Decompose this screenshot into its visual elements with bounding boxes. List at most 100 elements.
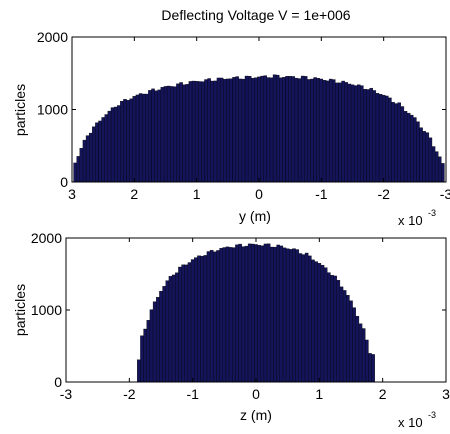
chart-bottom-bar — [225, 246, 230, 383]
chart-top-bar — [275, 74, 280, 183]
chart-top-bar — [300, 75, 305, 183]
chart-bottom-bar — [260, 245, 265, 383]
chart-top-bar — [101, 117, 105, 183]
chart-bottom-bar — [206, 251, 211, 383]
chart-bottom-bar — [352, 307, 356, 383]
chart-top-bar — [117, 105, 121, 183]
chart-top-xtick-label: 0 — [255, 186, 263, 202]
chart-bottom-bar — [238, 243, 242, 383]
chart-top-ytick-label: 0 — [60, 174, 68, 190]
chart-top-bar — [76, 156, 80, 183]
chart-bottom-bar — [333, 275, 337, 383]
chart-top-bar — [344, 82, 349, 183]
chart-top-bar — [222, 78, 227, 183]
chart-top-bar — [406, 112, 411, 183]
chart-top-bar — [322, 80, 327, 183]
chart-bottom-xtick-label: -2 — [123, 386, 136, 402]
chart-top-bar — [244, 75, 249, 183]
chart-top-bar — [307, 79, 311, 183]
chart-top-bar — [182, 84, 186, 183]
chart-bottom-bar — [282, 247, 287, 383]
chart-top-bar — [338, 82, 342, 183]
chart-bottom-bar — [216, 250, 220, 383]
chart-bottom-bar — [349, 300, 353, 383]
chart-bottom-bar — [140, 335, 144, 383]
chart-top-bar — [157, 89, 162, 183]
chart-top-bar — [229, 78, 233, 183]
chart-bottom-bar — [146, 320, 151, 383]
chart-top-ytick-label: 2000 — [37, 29, 68, 45]
chart-bottom-bar — [159, 291, 163, 383]
chart-top-bar — [400, 106, 405, 183]
chart-top-exponent-base: x 10 — [398, 213, 423, 228]
chart-top-bar — [282, 77, 286, 183]
chart-top-bar — [129, 98, 133, 183]
chart-bottom-bar — [235, 244, 239, 383]
chart-top-bar — [310, 78, 314, 183]
chart-bottom-ytick-label: 1000 — [31, 302, 62, 318]
chart-bottom-bar — [187, 262, 192, 383]
chart-bottom-bar — [244, 245, 249, 383]
chart-top-bar — [266, 77, 271, 183]
chart-top-bar — [285, 76, 289, 183]
chart-top-exponent-power: -3 — [428, 208, 436, 218]
chart-top-bar — [409, 114, 414, 183]
chart-top-xtick-label: -3 — [440, 186, 450, 202]
chart-bottom-bar — [311, 259, 315, 383]
chart-bottom-bar — [279, 245, 284, 383]
chart-bottom-bar — [361, 328, 366, 383]
chart-top-bar — [104, 114, 109, 183]
chart-top-bar — [260, 75, 264, 183]
chart-top-bar — [254, 77, 258, 183]
chart-bottom-bar — [358, 323, 363, 383]
chart-top-bar — [397, 102, 401, 183]
chart-top-ytick-label: 1000 — [37, 102, 68, 118]
chart-top-bar — [357, 84, 361, 183]
chart-top-bar — [188, 81, 193, 183]
chart-bottom-bar — [314, 261, 318, 383]
chart-top-bar — [438, 156, 442, 183]
chart-top-bar — [235, 76, 239, 183]
chart-top-bar — [428, 137, 433, 183]
chart-top-bar — [82, 139, 87, 183]
chart-top-xtick-label: -1 — [315, 186, 328, 202]
chart-top-bar — [138, 93, 143, 183]
chart-top-xtick-label: -2 — [377, 186, 390, 202]
chart-top-bar — [366, 89, 370, 183]
chart-bottom-bar — [346, 294, 350, 383]
chart-top-bar — [132, 96, 137, 183]
chart-bottom-bar — [219, 248, 223, 383]
chart-top-bar — [247, 76, 252, 183]
chart-top-bar — [419, 127, 423, 183]
chart-top-bar — [363, 89, 367, 183]
chart-top-bar — [347, 83, 352, 183]
chart-bottom-bar — [327, 272, 331, 383]
chart-bottom-bar — [365, 339, 369, 383]
chart-top-bar — [353, 85, 358, 183]
chart-top-bar — [425, 132, 430, 183]
chart-top-bar — [92, 126, 96, 183]
chart-bottom-bar — [368, 353, 372, 383]
chart-bottom-bar — [168, 276, 173, 383]
chart-top-bar — [98, 120, 102, 183]
chart-top-bar — [148, 90, 152, 183]
chart-bottom-ytick-label: 2000 — [31, 230, 62, 246]
chart-top-bar — [151, 88, 155, 183]
chart-top-bar — [251, 77, 255, 183]
chart-top-bar — [394, 103, 398, 183]
chart-bottom-bar — [181, 264, 185, 383]
chart-bottom-bar — [251, 243, 255, 383]
chart-top-bar — [204, 79, 208, 183]
chart-top-bar — [378, 94, 383, 183]
chart-top-bar — [107, 110, 112, 183]
chart-top-bar — [441, 163, 445, 183]
chart-top-bar — [123, 99, 127, 183]
chart-top-bar — [375, 93, 380, 183]
chart-top-bar — [335, 82, 339, 183]
chart-top-bar — [120, 101, 124, 183]
chart-top-bar — [154, 90, 158, 183]
chart-top-bar — [85, 135, 90, 183]
chart-bottom-bar — [330, 275, 334, 383]
chart-bottom-bar — [200, 255, 204, 383]
chart-bottom-bar — [263, 243, 268, 383]
